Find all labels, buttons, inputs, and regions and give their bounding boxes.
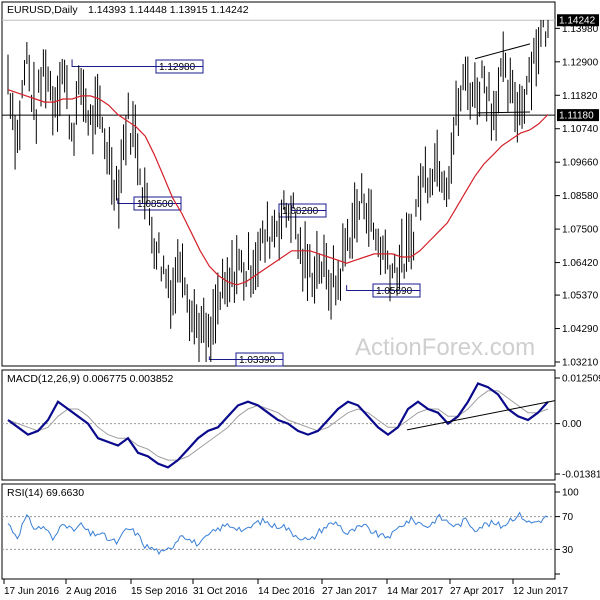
price-annotation-connector [71, 59, 203, 67]
x-tick-label: 17 Jun 2016 [4, 586, 59, 597]
price-annotation-connector [291, 204, 326, 211]
macd-y-axis: 0.012509 0.00 -0.013813 [555, 374, 600, 481]
rsi-panel-title: RSI(14) 69.6630 [7, 487, 84, 499]
x-tick-label: 15 Sep 2016 [131, 586, 188, 597]
x-tick-label: 27 Apr 2017 [450, 586, 504, 597]
price-annotation-label: 1.08280 [282, 206, 319, 217]
watermark: ActionForex.com [355, 334, 535, 361]
macd-panel-title: MACD(12,26,9) 0.006775 0.003852 [7, 373, 174, 385]
x-tick-label: 14 Mar 2017 [387, 586, 444, 597]
rsi-y-tick-label: 30 [562, 545, 574, 556]
rsi-line [7, 511, 549, 556]
price-annotation-connector [117, 198, 181, 204]
price-plot: 1.14242 1.11180 [2, 14, 599, 362]
x-axis: 17 Jun 2016 2 Aug 2016 15 Sep 2016 31 Oct 2… [3, 579, 568, 597]
x-tick-label: 27 Jan 2017 [322, 586, 377, 597]
macd-y-tick-label: 0.00 [562, 419, 582, 430]
price-bars [7, 20, 549, 362]
price-y-tick-label: 1.07500 [562, 225, 599, 236]
price-panel-frame [1, 1, 556, 367]
price-panel-ohlc: 1.14393 1.14448 1.13915 1.14242 [88, 4, 249, 16]
rsi-y-axis: 100 70 30 [555, 488, 579, 575]
price-annotation-connector [208, 356, 283, 360]
price-y-tick-label: 1.09660 [562, 158, 599, 169]
price-y-tick-label: 1.06420 [562, 258, 599, 269]
macd-y-tick-label: -0.013813 [562, 470, 600, 481]
price-annotation-label: 1.08500 [137, 199, 174, 210]
price-panel: EURUSD,Daily 1.14393 1.14448 1.13915 1.1… [1, 1, 599, 369]
price-annotation-label: 1.12980 [159, 62, 196, 73]
x-tick-label: 14 Dec 2016 [258, 586, 315, 597]
rsi-panel-frame [1, 483, 556, 580]
price-y-tick-label: 1.13980 [562, 24, 599, 35]
price-y-axis: 1.13980 1.12900 1.11820 1.10740 1.09660 1.085… [555, 24, 599, 369]
price-annotation-label: 1.03390 [239, 355, 276, 366]
price-y-tick-label: 1.05370 [562, 291, 599, 302]
moving-average-line [7, 89, 549, 286]
rsi-panel: RSI(14) 69.6630 100 70 30 [1, 483, 579, 580]
price-y-tick-label: 1.04290 [562, 324, 599, 335]
price-y-tick-label: 1.10740 [562, 124, 599, 135]
rsi-y-tick-label: 70 [562, 512, 574, 523]
channel-lower-line [477, 111, 531, 114]
rsi-y-tick-label: 100 [562, 488, 579, 499]
macd-plot [2, 382, 556, 469]
macd-line [7, 382, 549, 469]
rsi-plot [2, 511, 555, 556]
price-annotation-connector [346, 285, 420, 291]
x-tick-label: 31 Oct 2016 [193, 586, 248, 597]
macd-panel: MACD(12,26,9) 0.006775 0.003852 0.012509… [1, 369, 600, 481]
price-y-tick-label: 1.08580 [562, 191, 599, 202]
price-y-tick-label: 1.11820 [562, 91, 598, 102]
macd-panel-frame [1, 369, 556, 481]
macd-y-tick-label: 0.012509 [562, 374, 600, 385]
current-price-marker [557, 14, 599, 27]
x-tick-label: 2 Aug 2016 [66, 586, 117, 597]
macd-trendline [406, 400, 556, 431]
price-annotation-label: 1.05690 [376, 286, 413, 297]
price-annotations: 1.12980 1.08500 1.03390 1.08280 1.05690 [71, 59, 421, 367]
price-panel-symbol: EURUSD,Daily [7, 4, 78, 16]
price-y-tick-label: 1.03210 [562, 358, 599, 369]
level-label: 1.11180 [559, 111, 594, 122]
current-price-label: 1.14242 [559, 16, 596, 27]
price-y-tick-label: 1.12900 [562, 57, 599, 68]
x-tick-label: 12 Jun 2017 [513, 586, 568, 597]
level-marker [557, 109, 599, 122]
channel-upper-line [474, 43, 531, 60]
